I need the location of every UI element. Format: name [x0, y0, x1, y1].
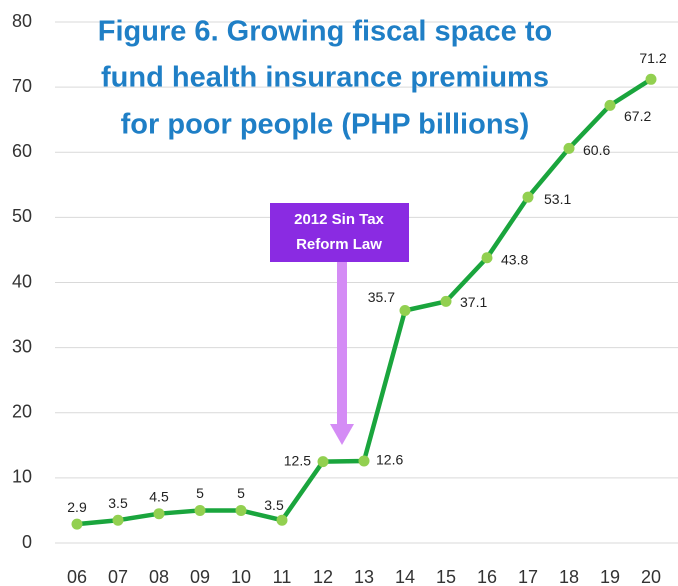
x-tick-label: 06: [67, 567, 87, 586]
x-tick-label: 09: [190, 567, 210, 586]
data-label: 43.8: [501, 251, 528, 267]
y-tick-label: 40: [12, 271, 32, 291]
data-point: [481, 252, 493, 264]
x-tick-label: 14: [395, 567, 415, 586]
chart-title: for poor people (PHP billions): [121, 109, 530, 141]
y-tick-label: 10: [12, 467, 32, 487]
x-tick-label: 07: [108, 567, 128, 586]
x-tick-label: 10: [231, 567, 251, 586]
data-point: [358, 455, 370, 467]
data-point: [112, 514, 124, 526]
x-tick-label: 08: [149, 567, 169, 586]
y-tick-label: 30: [12, 336, 32, 356]
data-point: [153, 508, 165, 520]
x-tick-label: 17: [518, 567, 538, 586]
data-point: [563, 142, 575, 154]
data-label: 3.5: [264, 497, 284, 513]
data-point: [440, 295, 452, 307]
data-point: [235, 504, 247, 516]
arrow-shaft: [337, 262, 347, 424]
data-label: 60.6: [583, 142, 610, 158]
data-label: 3.5: [108, 495, 128, 511]
x-tick-label: 18: [559, 567, 579, 586]
data-label: 67.2: [624, 108, 651, 124]
chart-title: Figure 6. Growing fiscal space to: [98, 16, 552, 48]
data-point: [276, 514, 288, 526]
y-tick-label: 0: [22, 532, 32, 552]
data-label: 5: [237, 485, 245, 501]
data-point: [604, 99, 616, 111]
x-tick-label: 13: [354, 567, 374, 586]
data-label: 4.5: [149, 488, 169, 504]
y-tick-label: 60: [12, 141, 32, 161]
data-label: 53.1: [544, 191, 571, 207]
title-group: Figure 6. Growing fiscal space to fund h…: [98, 16, 552, 141]
data-point: [645, 73, 657, 85]
data-point: [317, 456, 329, 468]
data-point: [399, 305, 411, 317]
x-tick-label: 11: [273, 567, 292, 586]
x-tick-label: 16: [477, 567, 497, 586]
annotation-box: [270, 203, 409, 262]
x-tick-label: 15: [436, 567, 456, 586]
data-label: 12.6: [376, 452, 403, 468]
data-label: 5: [196, 485, 204, 501]
data-label: 35.7: [368, 289, 395, 305]
arrow-head: [330, 424, 354, 445]
x-tick-label: 20: [641, 567, 661, 586]
data-point: [194, 504, 206, 516]
data-label: 12.5: [284, 452, 311, 468]
annotation: 2012 Sin Tax: [294, 211, 384, 228]
x-tick-label: 19: [600, 567, 620, 586]
annotation: Reform Law: [296, 236, 382, 253]
data-point: [522, 191, 534, 203]
data-label: 2.9: [67, 499, 87, 515]
y-tick-label: 20: [12, 402, 32, 422]
y-tick-label: 50: [12, 206, 32, 226]
x-tick-label: 12: [313, 567, 333, 586]
data-label: 71.2: [639, 50, 666, 66]
y-tick-label: 70: [12, 76, 32, 96]
y-tick-label: 80: [12, 11, 32, 31]
data-label: 37.1: [460, 294, 487, 310]
data-point: [71, 518, 83, 530]
chart-title: fund health insurance premiums: [101, 62, 549, 94]
